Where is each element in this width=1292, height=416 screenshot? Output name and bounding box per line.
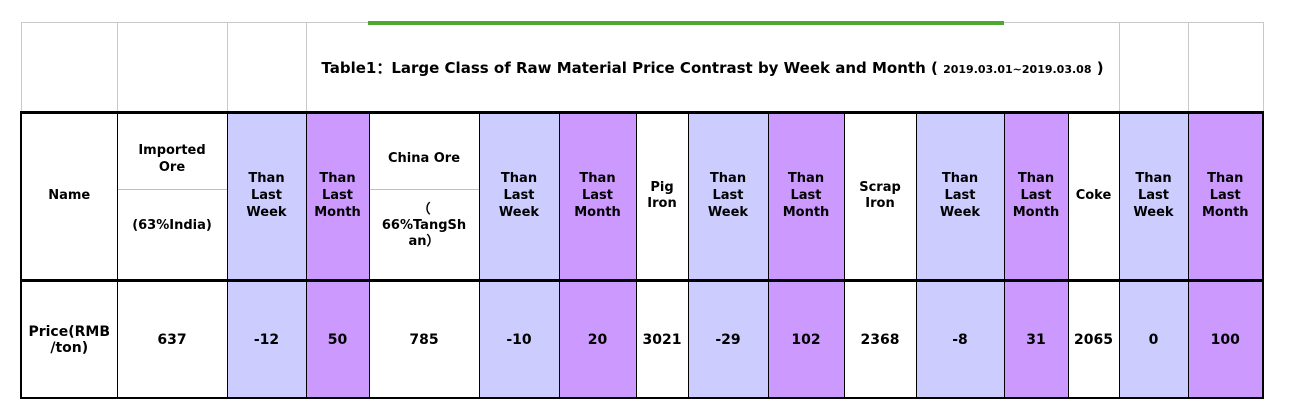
table-title-text: Table1：Large Class of Raw Material Price… bbox=[321, 58, 938, 77]
price-data-row: Price(RMB /ton) 637 -12 50 785 -10 20 30… bbox=[20, 279, 1264, 400]
col-header-scrap-iron: Scrap Iron bbox=[843, 111, 917, 282]
col-header-china-ore: China Ore （ 66%TangSh an） bbox=[368, 111, 480, 282]
cell-scrap-iron-than-week: -8 bbox=[915, 279, 1005, 400]
col-header-than-last-month-coke: Than Last Month bbox=[1187, 111, 1264, 282]
cell-coke-than-week: 0 bbox=[1118, 279, 1189, 400]
row-label-price: Price(RMB /ton) bbox=[20, 279, 118, 400]
cell-pig-iron-price: 3021 bbox=[635, 279, 689, 400]
col-header-than-last-month-imported-ore: Than Last Month bbox=[305, 111, 370, 282]
empty-cell bbox=[1118, 22, 1189, 113]
cell-coke-than-month: 100 bbox=[1187, 279, 1264, 400]
header-row: Name Imported Ore (63%India) Than Last W… bbox=[20, 111, 1264, 282]
cell-imported-ore-than-week: -12 bbox=[226, 279, 307, 400]
col-header-than-last-week-china-ore: Than Last Week bbox=[478, 111, 560, 282]
china-ore-split: China Ore （ 66%TangSh an） bbox=[369, 131, 479, 262]
cell-china-ore-price: 785 bbox=[368, 279, 480, 400]
cell-coke-price: 2065 bbox=[1067, 279, 1120, 400]
empty-cell bbox=[1187, 22, 1264, 113]
cell-pig-iron-than-week: -29 bbox=[687, 279, 769, 400]
col-header-coke: Coke bbox=[1067, 111, 1120, 282]
col-header-name: Name bbox=[20, 111, 118, 282]
empty-cell bbox=[226, 22, 307, 113]
cell-china-ore-than-week: -10 bbox=[478, 279, 560, 400]
col-header-than-last-month-pig-iron: Than Last Month bbox=[767, 111, 845, 282]
green-accent-line bbox=[368, 21, 1004, 25]
col-header-than-last-month-scrap-iron: Than Last Month bbox=[1003, 111, 1069, 282]
raw-material-price-table: Table1：Large Class of Raw Material Price… bbox=[20, 22, 1264, 400]
table-title: Table1：Large Class of Raw Material Price… bbox=[305, 22, 1120, 113]
empty-cell bbox=[116, 22, 228, 113]
table-title-close-paren: ) bbox=[1096, 58, 1104, 77]
col-header-than-last-month-china-ore: Than Last Month bbox=[558, 111, 637, 282]
col-header-than-last-week-scrap-iron: Than Last Week bbox=[915, 111, 1005, 282]
cell-imported-ore-price: 637 bbox=[116, 279, 228, 400]
col-header-than-last-week-pig-iron: Than Last Week bbox=[687, 111, 769, 282]
cell-pig-iron-than-month: 102 bbox=[767, 279, 845, 400]
imported-ore-label: Imported Ore bbox=[117, 131, 227, 190]
col-header-imported-ore: Imported Ore (63%India) bbox=[116, 111, 228, 282]
table-title-date-range: 2019.03.01~2019.03.08 bbox=[943, 62, 1092, 76]
col-header-than-last-week-imported-ore: Than Last Week bbox=[226, 111, 307, 282]
cell-china-ore-than-month: 20 bbox=[558, 279, 637, 400]
col-header-pig-iron: Pig Iron bbox=[635, 111, 689, 282]
imported-ore-grade: (63%India) bbox=[132, 217, 212, 233]
cell-scrap-iron-price: 2368 bbox=[843, 279, 917, 400]
imported-ore-split: Imported Ore (63%India) bbox=[117, 131, 227, 262]
col-header-than-last-week-coke: Than Last Week bbox=[1118, 111, 1189, 282]
empty-cell bbox=[20, 22, 118, 113]
china-ore-label: China Ore bbox=[369, 131, 479, 190]
title-row: Table1：Large Class of Raw Material Price… bbox=[20, 22, 1264, 113]
cell-scrap-iron-than-month: 31 bbox=[1003, 279, 1069, 400]
cell-imported-ore-than-month: 50 bbox=[305, 279, 370, 400]
china-ore-grade: （ 66%TangSh an） bbox=[381, 202, 467, 249]
